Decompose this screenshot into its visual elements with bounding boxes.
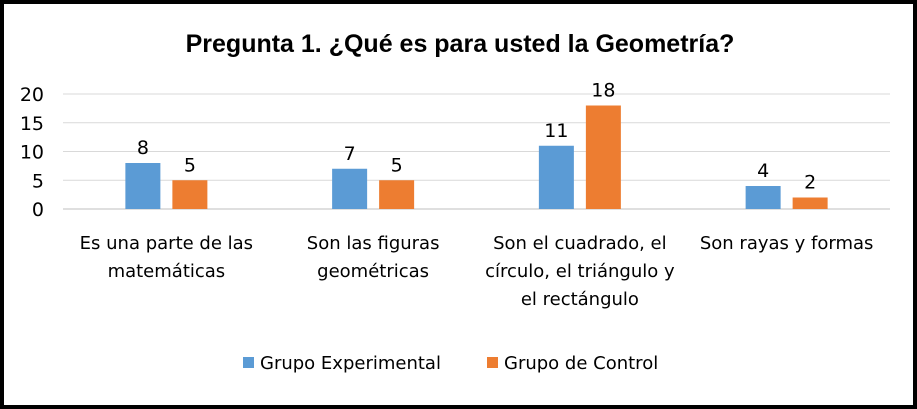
data-label: 18 bbox=[591, 80, 615, 102]
y-axis: 0 5 10 15 20 bbox=[20, 84, 44, 221]
data-labels: 8 5 7 5 11 18 4 2 bbox=[137, 80, 816, 194]
bar-control bbox=[792, 197, 828, 209]
x-category-label: geométricas bbox=[317, 261, 429, 282]
data-label: 7 bbox=[344, 143, 356, 165]
bar-experimental bbox=[538, 145, 574, 209]
data-label: 11 bbox=[544, 120, 568, 142]
x-category-label: matemáticas bbox=[108, 261, 226, 282]
data-label: 8 bbox=[137, 137, 149, 159]
y-tick-label: 0 bbox=[32, 199, 44, 221]
bar-control bbox=[172, 180, 208, 209]
legend: Grupo Experimental Grupo de Control bbox=[243, 353, 658, 374]
x-category-label: Son el cuadrado, el bbox=[493, 233, 667, 254]
bar-control bbox=[379, 180, 415, 209]
x-category-label: el rectángulo bbox=[521, 289, 639, 310]
data-label: 5 bbox=[391, 154, 403, 176]
chart-title: Pregunta 1. ¿Qué es para usted la Geomet… bbox=[186, 30, 735, 58]
bars bbox=[125, 105, 828, 209]
legend-label: Grupo de Control bbox=[504, 353, 658, 374]
x-category-label: Son rayas y formas bbox=[700, 233, 874, 254]
legend-swatch bbox=[243, 357, 254, 368]
data-label: 2 bbox=[804, 172, 816, 194]
y-tick-label: 10 bbox=[20, 142, 44, 164]
data-label: 5 bbox=[184, 154, 196, 176]
y-tick-label: 15 bbox=[20, 113, 44, 135]
bar-experimental bbox=[125, 163, 161, 209]
bar-experimental bbox=[745, 186, 781, 209]
x-category-label: círculo, el triángulo y bbox=[485, 261, 675, 282]
bar-control bbox=[585, 105, 621, 209]
data-label: 4 bbox=[757, 160, 769, 182]
y-tick-label: 20 bbox=[20, 84, 44, 106]
x-category-label: Es una parte de las bbox=[80, 233, 253, 254]
y-tick-label: 5 bbox=[32, 170, 44, 192]
legend-swatch bbox=[487, 357, 498, 368]
legend-label: Grupo Experimental bbox=[260, 353, 441, 374]
bar-experimental bbox=[332, 168, 368, 209]
x-axis-categories: Es una parte de las matemáticas Son las fi… bbox=[80, 233, 874, 310]
x-category-label: Son las figuras bbox=[307, 233, 440, 254]
